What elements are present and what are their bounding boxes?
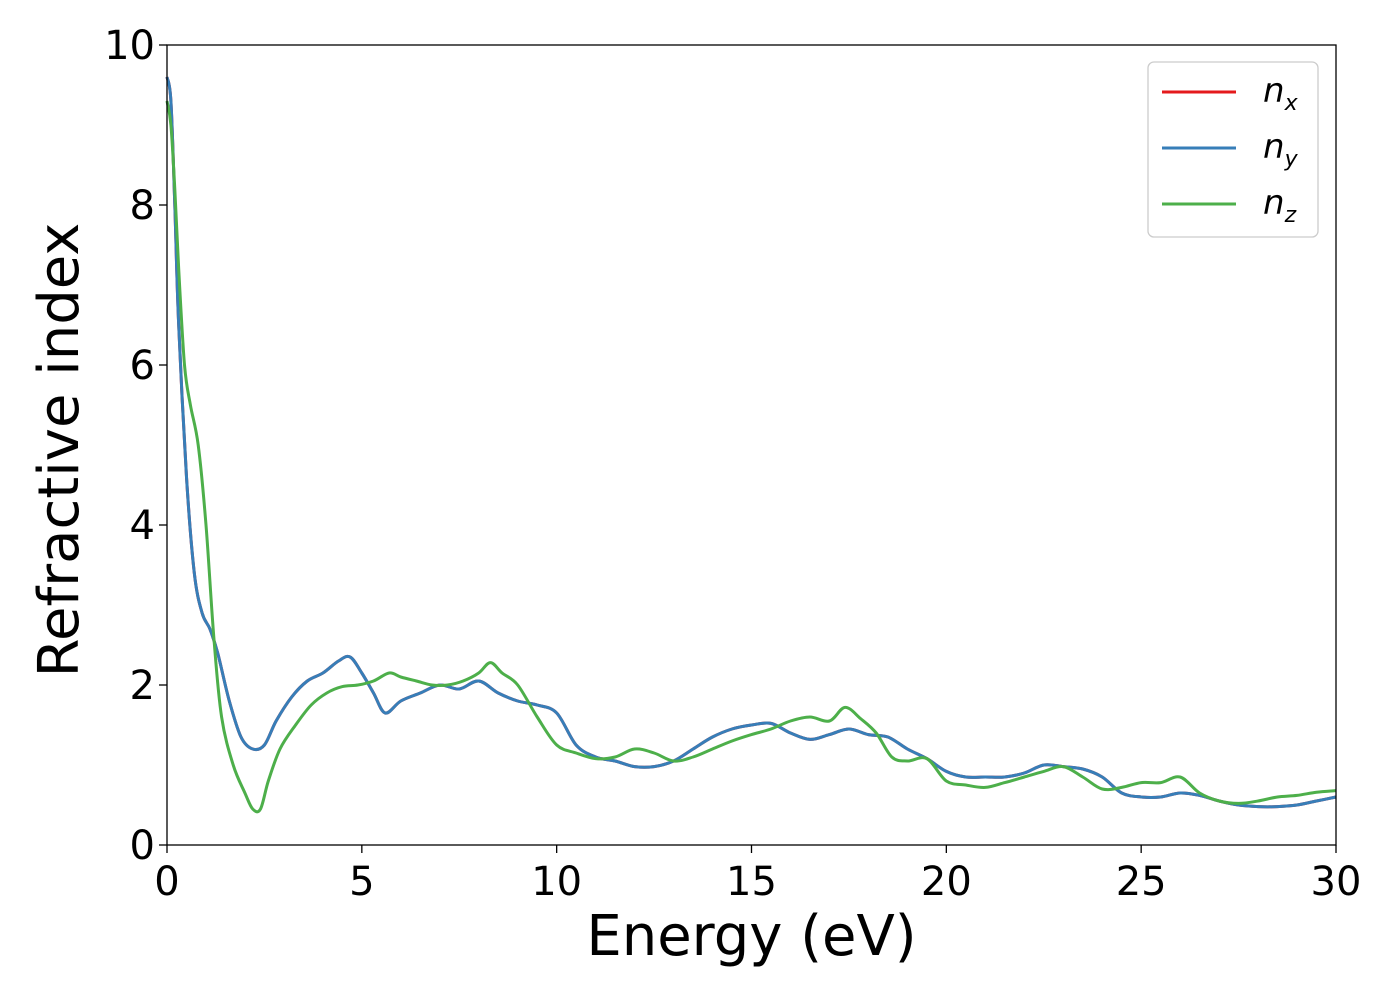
x-tick-label: 20: [921, 859, 972, 905]
series-line-nz: [165, 100, 1337, 814]
legend-label-nz: nz: [1263, 183, 1297, 228]
x-tick-label: 15: [726, 859, 777, 905]
x-tick-label: 25: [1116, 859, 1167, 905]
legend-label-ny: ny: [1263, 127, 1299, 172]
series-line-ny: [165, 76, 1337, 809]
y-tick-label: 0: [130, 823, 155, 869]
x-tick-label: 0: [154, 859, 179, 905]
legend-label-nx: nx: [1263, 71, 1299, 116]
x-axis-title: Energy (eV): [586, 904, 916, 969]
y-axis-title: Refractive index: [27, 223, 92, 678]
series-layer: [165, 76, 1337, 814]
plot-area: [167, 45, 1336, 845]
x-tick-label: 30: [1311, 859, 1362, 905]
y-tick-label: 8: [130, 183, 155, 229]
y-tick-label: 4: [130, 503, 155, 549]
legend: nx ny nz: [1147, 61, 1319, 238]
y-tick-label: 6: [130, 343, 155, 389]
x-tick-label: 5: [349, 859, 374, 905]
y-tick-label: 10: [104, 23, 155, 69]
axes-layer: 0 5 10 15 20 25 30 0 2 4 6 8 10: [104, 23, 1361, 905]
plot-background: [167, 45, 1336, 845]
x-tick-label: 10: [531, 859, 582, 905]
y-tick-label: 2: [130, 663, 155, 709]
